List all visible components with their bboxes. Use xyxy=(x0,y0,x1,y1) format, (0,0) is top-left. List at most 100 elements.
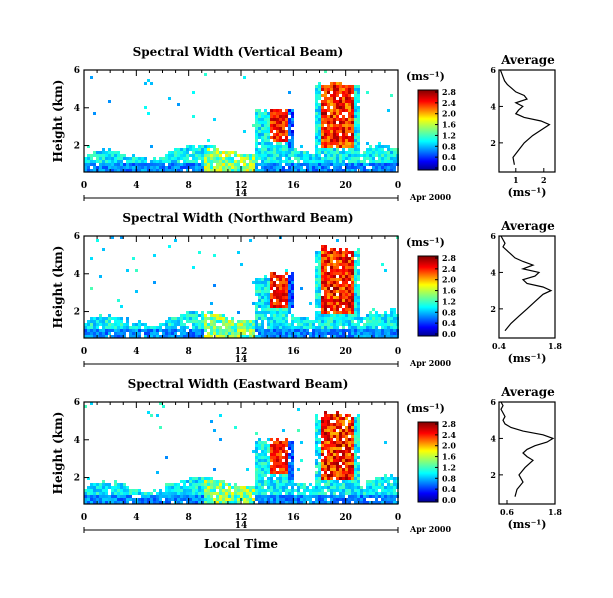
panel-title: Spectral Width (Vertical Beam) xyxy=(133,45,344,59)
y-tick-label: 6 xyxy=(74,398,80,408)
day-label: 14 xyxy=(235,189,248,199)
x-axis-label: Local Time xyxy=(204,537,278,551)
colorbar-tick-label: 2.8 xyxy=(442,87,456,97)
profile-y-tick: 6 xyxy=(490,231,496,241)
colorbar-tick-label: 0.4 xyxy=(442,318,456,328)
x-tick-label: 0 xyxy=(395,513,401,523)
profile-x-tick: 0.6 xyxy=(500,507,514,517)
x-tick-label: 20 xyxy=(339,513,352,523)
colorbar-unit: (ms⁻¹) xyxy=(406,70,445,83)
x-tick-label: 0 xyxy=(395,181,401,191)
colorbar-tick-label: 1.2 xyxy=(442,130,456,140)
x-tick-label: 4 xyxy=(133,513,139,523)
plot-frame xyxy=(83,69,399,173)
y-tick-labels: 2 4 6 xyxy=(74,232,89,318)
y-tick-label: 2 xyxy=(74,308,80,318)
colorbar-tick-label: 1.6 xyxy=(442,286,456,296)
y-tick-label: 2 xyxy=(74,474,80,484)
colorbar-gradient xyxy=(417,255,439,337)
profile-line xyxy=(500,401,555,497)
colorbar-tick-label: 0.8 xyxy=(442,141,456,151)
profile-y-tick: 4 xyxy=(490,433,496,443)
date-label: Apr 2000 xyxy=(409,192,452,202)
profile-line xyxy=(500,235,553,332)
panel-vertical-beam: Spectral Width (Vertical Beam) Height (k… xyxy=(51,45,556,202)
x-tick-label: 4 xyxy=(133,347,139,357)
average-profile: 2 4 6 0.4 1.8 xyxy=(490,231,562,351)
colorbar-unit: (ms⁻¹) xyxy=(406,402,445,415)
y-tick-label: 6 xyxy=(74,232,80,242)
y-tick-label: 4 xyxy=(74,436,80,446)
colorbar-tick-label: 1.6 xyxy=(442,120,456,130)
plot-frame xyxy=(83,235,399,339)
panel-northward-beam: Spectral Width (Northward Beam) Height (… xyxy=(51,211,562,368)
colorbar-tick-label: 0.0 xyxy=(442,495,456,505)
plot-frame xyxy=(83,401,399,505)
x-tick-label: 8 xyxy=(186,181,192,191)
date-label: Apr 2000 xyxy=(409,524,452,534)
colorbar-unit: (ms⁻¹) xyxy=(406,236,445,249)
profile-y-tick: 6 xyxy=(490,397,496,407)
x-tick-label: 16 xyxy=(287,347,300,357)
colorbar-tick-label: 2.4 xyxy=(442,430,456,440)
colorbar: 0.00.40.81.21.62.02.42.8 xyxy=(417,87,456,173)
y-tick-labels: 2 4 6 xyxy=(74,66,89,152)
colorbar: 0.00.40.81.21.62.02.42.8 xyxy=(417,419,456,505)
profile-title: Average xyxy=(500,385,555,399)
profile-xlabel: (ms⁻¹) xyxy=(508,186,547,199)
profile-x-tick: 0.4 xyxy=(492,341,506,351)
x-tick-label: 20 xyxy=(339,347,352,357)
profile-y-tick: 4 xyxy=(490,267,496,277)
profile-y-tick: 6 xyxy=(490,65,496,75)
profile-xlabel: (ms⁻¹) xyxy=(508,352,547,365)
x-tick-label: 12 xyxy=(235,181,248,191)
colorbar-tick-label: 1.6 xyxy=(442,452,456,462)
profile-x-tick: 1.8 xyxy=(548,341,562,351)
colorbar-tick-label: 2.0 xyxy=(442,275,456,285)
profile-y-tick: 2 xyxy=(490,470,496,480)
panel-eastward-beam: Spectral Width (Eastward Beam) Height (k… xyxy=(51,377,562,551)
x-tick-labels: 0 4 8 12 16 20 0 xyxy=(81,181,401,191)
profile-y-tick: 2 xyxy=(490,138,496,148)
day-bar: 14 xyxy=(83,521,399,533)
x-tick-label: 0 xyxy=(395,347,401,357)
colorbar-tick-label: 2.0 xyxy=(442,441,456,451)
average-profile: 2 4 6 0.6 1.8 xyxy=(490,397,562,517)
heatmap-area xyxy=(84,236,399,338)
x-tick-label: 0 xyxy=(81,513,87,523)
y-tick-label: 4 xyxy=(74,104,80,114)
colorbar-tick-label: 0.8 xyxy=(442,473,456,483)
profile-x-tick: 1.8 xyxy=(548,507,562,517)
x-tick-label: 16 xyxy=(287,181,300,191)
day-bar: 14 xyxy=(83,355,399,367)
x-tick-label: 12 xyxy=(235,513,248,523)
date-label: Apr 2000 xyxy=(409,358,452,368)
x-tick-label: 16 xyxy=(287,513,300,523)
x-tick-labels: 0 4 8 12 16 20 0 xyxy=(81,347,401,357)
x-tick-label: 8 xyxy=(186,513,192,523)
profile-y-tick: 4 xyxy=(490,101,496,111)
heatmap-area xyxy=(84,402,399,504)
colorbar-tick-label: 0.4 xyxy=(442,152,456,162)
day-bar: 14 xyxy=(83,189,399,201)
colorbar-tick-label: 2.8 xyxy=(442,253,456,263)
y-tick-label: 2 xyxy=(74,142,80,152)
colorbar-gradient xyxy=(417,421,439,503)
profile-title: Average xyxy=(500,53,555,67)
y-tick-labels: 2 4 6 xyxy=(74,398,89,484)
colorbar-tick-label: 2.4 xyxy=(442,264,456,274)
day-label: 14 xyxy=(235,521,248,531)
colorbar: 0.00.40.81.21.62.02.42.8 xyxy=(417,253,456,339)
day-label: 14 xyxy=(235,355,248,365)
y-axis-label: Height (km) xyxy=(51,412,65,495)
profile-x-tick: 2 xyxy=(541,175,547,185)
profile-title: Average xyxy=(500,219,555,233)
x-tick-label: 4 xyxy=(133,181,139,191)
heatmap-area xyxy=(84,70,399,172)
profile-xlabel: (ms⁻¹) xyxy=(508,518,547,531)
profile-x-tick: 1 xyxy=(513,175,519,185)
x-tick-label: 0 xyxy=(81,347,87,357)
colorbar-tick-label: 2.8 xyxy=(442,419,456,429)
x-tick-label: 12 xyxy=(235,347,248,357)
